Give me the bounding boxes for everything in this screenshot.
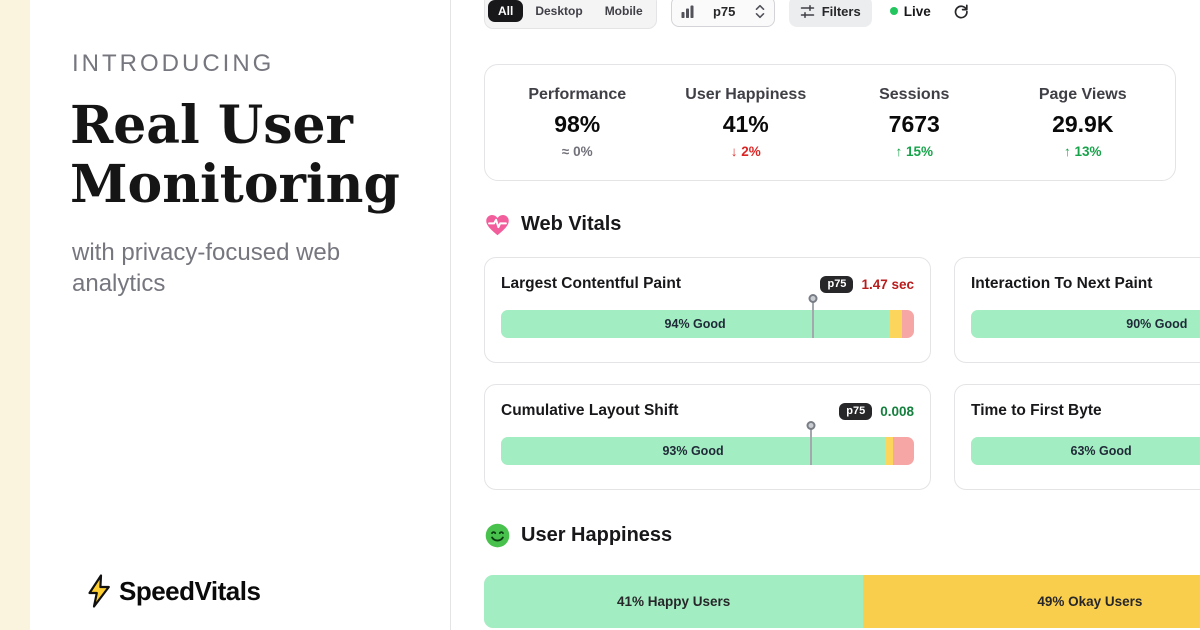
- lcp-good-segment: 94% Good: [501, 310, 890, 338]
- stat-value: 29.9K: [1052, 111, 1114, 137]
- stat-value: 98%: [554, 111, 601, 137]
- lcp-distribution-bar: 94% Good: [501, 310, 914, 338]
- stat-user-happiness: User Happiness 41% ↓ 2%: [662, 86, 831, 159]
- okay-users-segment: 49% Okay Users: [863, 575, 1200, 628]
- stat-delta: ↑ 13%: [1063, 144, 1102, 159]
- smiley-icon: [484, 522, 511, 549]
- lcp-poor-segment: [901, 310, 914, 338]
- okay-users-label: 49% Okay Users: [1037, 594, 1143, 609]
- segment-all[interactable]: All: [488, 0, 524, 22]
- live-indicator: Live: [889, 3, 931, 19]
- p75-badge: p75: [820, 275, 854, 293]
- heart-pulse-icon: [484, 212, 511, 237]
- stat-delta: ≈ 0%: [561, 144, 593, 159]
- percentile-select[interactable]: p75: [670, 0, 775, 27]
- inp-card: Interaction To Next Paint 90% Good: [954, 257, 1200, 363]
- inp-title: Interaction To Next Paint: [971, 275, 1153, 292]
- chevron-up-down-icon: [755, 4, 765, 19]
- brand-name: SpeedVitals: [119, 575, 261, 606]
- live-label: Live: [903, 3, 931, 19]
- lcp-okay-segment: [889, 310, 902, 338]
- filter-sliders-icon: [800, 4, 815, 19]
- lightning-bolt-icon: [86, 574, 112, 608]
- stat-delta: ↓ 2%: [730, 144, 761, 159]
- ttfb-card: Time to First Byte 63% Good: [954, 384, 1200, 490]
- cls-okay-segment: [885, 437, 894, 465]
- refresh-button[interactable]: [953, 3, 969, 19]
- inp-good-segment: 90% Good: [971, 310, 1200, 338]
- page-title: Real User Monitoring: [70, 95, 400, 216]
- user-happiness-bar: 41% Happy Users 49% Okay Users: [484, 575, 1200, 628]
- stats-summary-card: Performance 98% ≈ 0% User Happiness 41% …: [484, 64, 1176, 181]
- ttfb-title: Time to First Byte: [971, 402, 1102, 419]
- percentile-value: p75: [712, 3, 736, 19]
- cls-title: Cumulative Layout Shift: [501, 402, 679, 419]
- left-panel: INTRODUCING Real User Monitoring with pr…: [30, 0, 450, 630]
- stat-label: Performance: [528, 86, 627, 103]
- lcp-p75-marker: [811, 298, 814, 338]
- web-vitals-section-header: Web Vitals: [484, 212, 621, 237]
- lcp-value: 1.47 sec: [861, 276, 914, 292]
- lcp-title: Largest Contentful Paint: [501, 275, 681, 292]
- stat-value: 41%: [722, 111, 769, 137]
- lcp-card: Largest Contentful Paint p75 1.47 sec 94…: [484, 257, 931, 363]
- ttfb-good-label: 63% Good: [1070, 444, 1132, 458]
- inp-good-label: 90% Good: [1126, 317, 1188, 331]
- stat-label: Sessions: [879, 86, 950, 103]
- user-happiness-section-header: User Happiness: [484, 522, 672, 549]
- stat-page-views: Page Views 29.9K ↑ 13%: [999, 86, 1168, 159]
- stat-performance: Performance 98% ≈ 0%: [493, 86, 662, 159]
- cls-good-segment: 93% Good: [501, 437, 886, 465]
- ttfb-distribution-bar: 63% Good: [971, 437, 1200, 465]
- live-dot-icon: [889, 7, 898, 15]
- subtitle-text: with privacy-focused web analytics: [72, 238, 341, 298]
- p75-badge: p75: [839, 402, 873, 420]
- cls-p75-marker: [809, 425, 812, 465]
- happy-users-segment: 41% Happy Users: [484, 575, 864, 628]
- cls-good-label: 93% Good: [662, 444, 724, 458]
- dashboard-panel: All Desktop Mobile p75: [450, 0, 1200, 630]
- stat-delta: ↑ 15%: [895, 144, 934, 159]
- stat-label: Page Views: [1038, 86, 1127, 103]
- happy-users-label: 41% Happy Users: [616, 594, 731, 609]
- segment-mobile[interactable]: Mobile: [604, 4, 643, 18]
- inp-distribution-bar: 90% Good: [971, 310, 1200, 338]
- filters-button[interactable]: Filters: [788, 0, 872, 27]
- section-title: User Happiness: [521, 524, 673, 546]
- filters-label: Filters: [821, 3, 861, 19]
- bar-chart-icon: [681, 5, 694, 18]
- stat-label: User Happiness: [685, 86, 807, 103]
- cls-distribution-bar: 93% Good: [501, 437, 914, 465]
- cls-value: 0.008: [880, 403, 914, 419]
- section-title: Web Vitals: [521, 213, 622, 235]
- segment-desktop[interactable]: Desktop: [535, 4, 583, 18]
- toolbar: All Desktop Mobile p75: [484, 0, 969, 29]
- stat-sessions: Sessions 7673 ↑ 15%: [830, 86, 999, 159]
- refresh-icon: [953, 3, 969, 19]
- brand-logo: SpeedVitals: [86, 574, 261, 608]
- kicker-text: INTRODUCING: [72, 50, 275, 77]
- stat-value: 7673: [888, 111, 940, 137]
- device-segmented-control: All Desktop Mobile: [484, 0, 657, 29]
- lcp-good-label: 94% Good: [664, 317, 726, 331]
- cls-poor-segment: [893, 437, 914, 465]
- ttfb-good-segment: 63% Good: [971, 437, 1200, 465]
- cls-card: Cumulative Layout Shift p75 0.008 93% Go…: [484, 384, 931, 490]
